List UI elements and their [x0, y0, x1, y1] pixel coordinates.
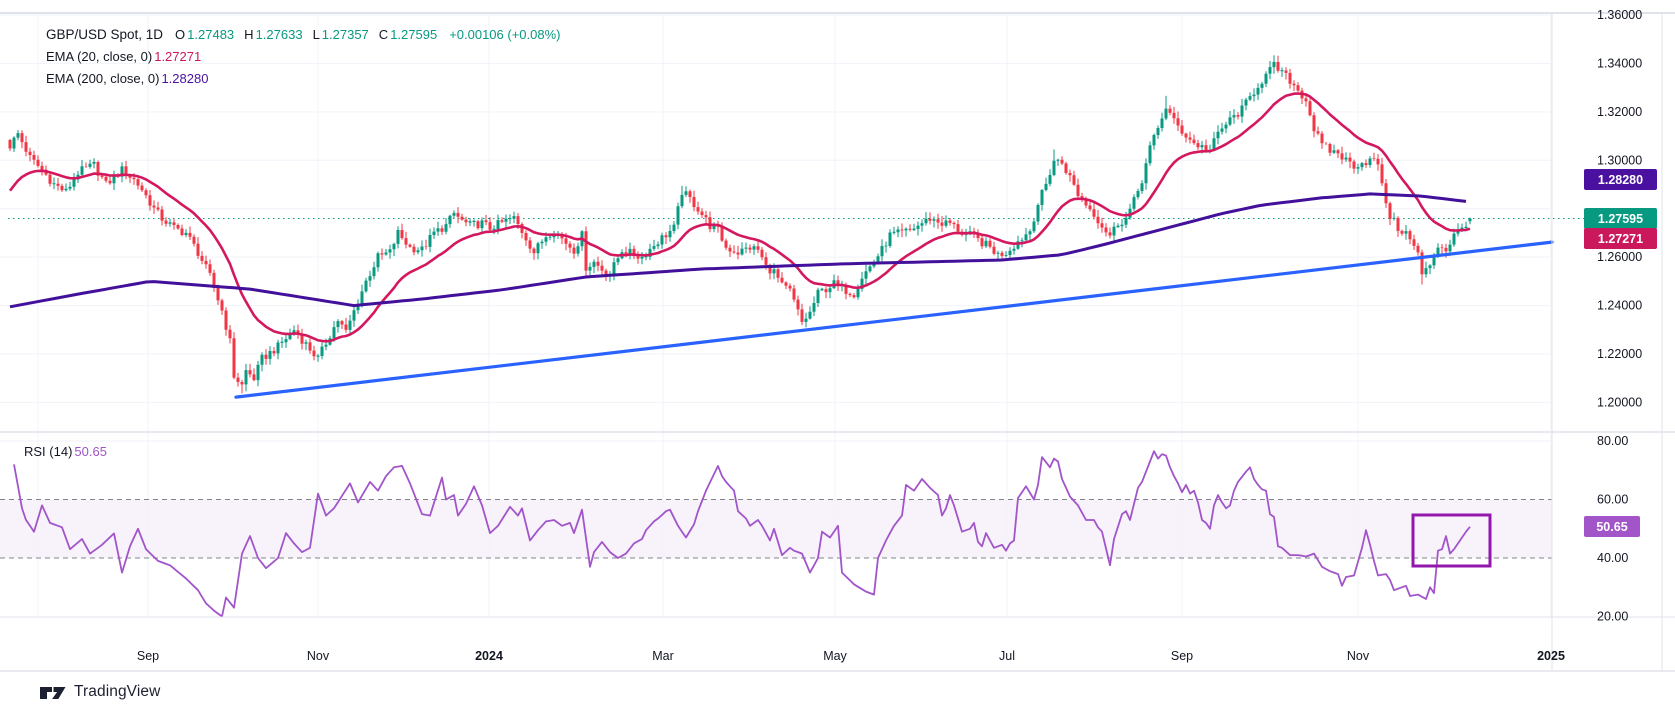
tradingview-attribution[interactable]: TradingView	[40, 683, 160, 701]
change-value: +0.00106 (+0.08%)	[449, 26, 561, 42]
open-value: 1.27483	[187, 26, 235, 42]
ema200-legend-row[interactable]: EMA (200, close, 0) 1.28280	[46, 67, 561, 89]
low-label: L	[312, 26, 320, 42]
time-axis-label: Nov	[1347, 649, 1370, 663]
rsi-axis-label: 80.00	[1597, 434, 1628, 448]
price-axis-label: 1.30000	[1597, 153, 1642, 167]
symbol-title: GBP/USD Spot, 1D	[46, 26, 164, 42]
ema20-label: EMA (20, close, 0)	[46, 48, 153, 64]
price-axis-label: 1.36000	[1597, 8, 1642, 22]
price-axis-label: 1.34000	[1597, 56, 1642, 70]
ema20-value: 1.27271	[154, 48, 202, 64]
rsi-value: 50.65	[74, 443, 107, 459]
time-axis[interactable]	[0, 645, 1675, 671]
price-axis-label: 1.26000	[1597, 250, 1642, 264]
time-axis-label: Jul	[999, 649, 1015, 663]
high-value: 1.27633	[255, 26, 303, 42]
rsi-pane-legend: RSI (14) 50.65	[24, 440, 107, 462]
symbol-legend-row[interactable]: GBP/USD Spot, 1D O 1.27483 H 1.27633 L 1.27…	[46, 23, 561, 45]
chart-svg[interactable]: 1.36000 1.34000 1.32000 1.30000 1.26000 1.240…	[0, 0, 1675, 672]
time-axis-label: 2025	[1537, 649, 1565, 663]
chart-canvas[interactable]: 1.36000 1.34000 1.32000 1.30000 1.26000 1.240…	[0, 0, 1675, 672]
rsi-badge: 50.65	[1584, 516, 1640, 538]
rsi-axis-label: 60.00	[1597, 493, 1628, 507]
open-label: O	[175, 26, 186, 42]
trendline-drawing[interactable]	[234, 240, 1554, 399]
time-axis-label: Nov	[307, 649, 330, 663]
rsi-line[interactable]	[13, 450, 1471, 618]
time-axis-label: Sep	[1171, 649, 1193, 663]
time-axis-label: 2024	[475, 649, 503, 663]
price-axis-label: 1.22000	[1597, 347, 1642, 361]
high-label: H	[244, 26, 254, 42]
tradingview-logo-text: TradingView	[74, 683, 161, 700]
rsi-legend-row[interactable]: RSI (14) 50.65	[24, 440, 107, 462]
last-price-badge: 1.27595	[1584, 208, 1657, 229]
close-value: 1.27595	[390, 26, 438, 42]
time-axis-label: May	[823, 649, 847, 663]
price-axis-label: 1.20000	[1597, 395, 1642, 409]
low-value: 1.27357	[321, 26, 369, 42]
ema200-badge: 1.28280	[1584, 169, 1657, 190]
rsi-axis-label: 40.00	[1597, 551, 1628, 565]
rsi-annotation-rectangle[interactable]	[1411, 513, 1492, 568]
rsi-label: RSI (14)	[24, 443, 73, 459]
main-pane-legend: GBP/USD Spot, 1D O 1.27483 H 1.27633 L 1.27…	[46, 23, 561, 89]
tradingview-logo-icon	[40, 687, 66, 699]
ema20-line[interactable]	[8, 92, 1471, 343]
ema20-legend-row[interactable]: EMA (20, close, 0) 1.27271	[46, 45, 561, 67]
ema200-value: 1.28280	[161, 70, 209, 86]
price-axis-label: 1.24000	[1597, 299, 1642, 313]
time-axis-label: Sep	[137, 649, 159, 663]
candles-down	[8, 55, 1448, 394]
rsi-band	[0, 499, 1552, 558]
rsi-axis-label: 20.00	[1597, 610, 1628, 624]
ema20-badge: 1.27271	[1584, 228, 1657, 250]
ema200-label: EMA (200, close, 0)	[46, 70, 160, 86]
ema200-line[interactable]	[9, 192, 1467, 309]
time-axis-label: Mar	[652, 649, 674, 663]
close-label: C	[378, 26, 389, 42]
price-axis-label: 1.32000	[1597, 105, 1642, 119]
